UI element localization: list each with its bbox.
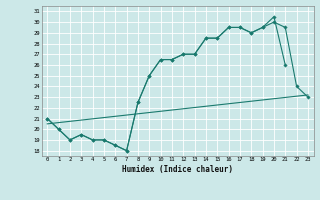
X-axis label: Humidex (Indice chaleur): Humidex (Indice chaleur) (122, 165, 233, 174)
